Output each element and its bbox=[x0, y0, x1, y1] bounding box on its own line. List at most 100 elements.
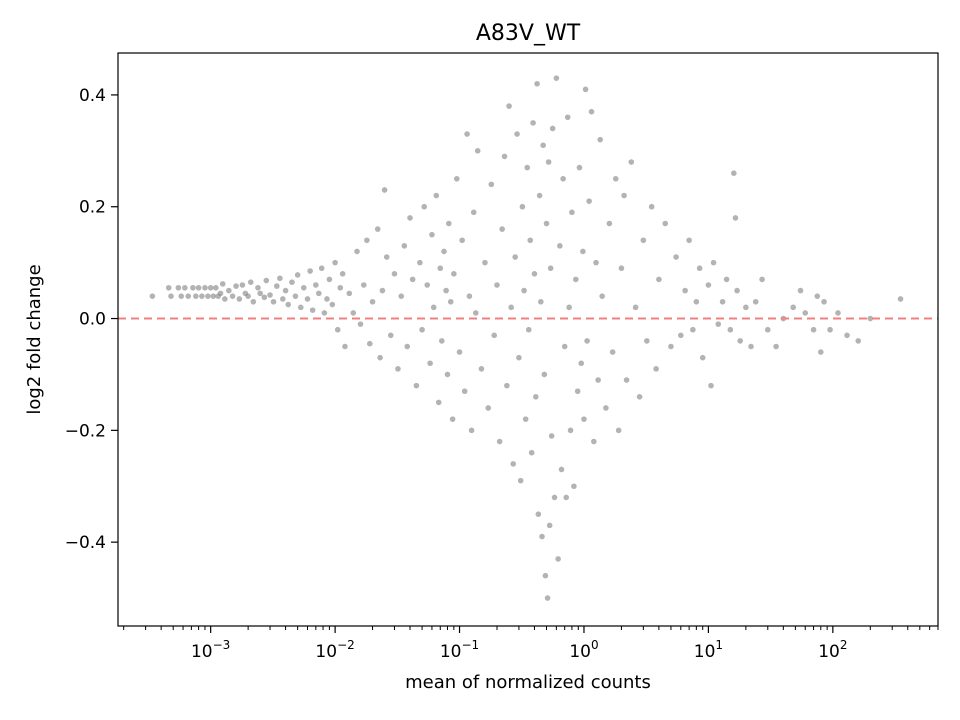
data-point bbox=[178, 293, 185, 299]
data-point bbox=[190, 284, 196, 291]
data-point bbox=[168, 293, 174, 299]
data-point bbox=[485, 405, 492, 411]
data-point bbox=[398, 293, 405, 299]
data-point bbox=[226, 287, 232, 294]
data-point bbox=[543, 220, 550, 227]
data-point bbox=[541, 371, 548, 378]
data-point bbox=[571, 483, 577, 490]
data-point bbox=[673, 254, 679, 260]
data-point bbox=[699, 354, 706, 361]
data-point bbox=[527, 237, 534, 244]
data-point bbox=[277, 275, 283, 282]
data-point bbox=[561, 343, 568, 350]
data-point bbox=[357, 321, 364, 327]
data-point bbox=[569, 209, 575, 216]
data-point bbox=[395, 366, 401, 372]
y-tick-label: 0.2 bbox=[79, 198, 106, 218]
data-point bbox=[549, 125, 556, 132]
data-point bbox=[379, 287, 386, 294]
data-point bbox=[508, 304, 514, 311]
data-point bbox=[615, 427, 622, 434]
data-point bbox=[719, 298, 726, 305]
data-point bbox=[606, 220, 613, 227]
x-tick-label: 102 bbox=[818, 638, 847, 662]
data-point bbox=[576, 164, 583, 171]
data-point bbox=[536, 192, 543, 199]
data-point bbox=[451, 271, 457, 277]
data-point bbox=[531, 271, 538, 277]
data-point bbox=[219, 281, 226, 287]
data-point bbox=[478, 366, 485, 372]
data-point bbox=[419, 326, 425, 333]
data-point bbox=[539, 533, 545, 540]
data-point bbox=[430, 304, 437, 311]
data-point bbox=[752, 298, 759, 305]
data-point bbox=[867, 315, 874, 322]
y-axis: 0.4 0.2 0.0 −0.2 −0.4 bbox=[65, 86, 118, 553]
data-point bbox=[835, 310, 841, 316]
data-point bbox=[316, 290, 322, 297]
data-point bbox=[551, 494, 558, 501]
data-point bbox=[441, 248, 447, 255]
data-point bbox=[413, 382, 420, 389]
data-point bbox=[270, 298, 277, 305]
data-point bbox=[731, 170, 737, 176]
data-point bbox=[790, 304, 796, 311]
data-point bbox=[321, 310, 328, 316]
data-point bbox=[383, 254, 390, 260]
data-point bbox=[557, 243, 563, 249]
data-point bbox=[346, 290, 353, 297]
data-point bbox=[535, 511, 542, 517]
data-point bbox=[245, 293, 251, 299]
data-point bbox=[510, 461, 517, 467]
data-point bbox=[369, 298, 376, 305]
data-point bbox=[421, 203, 428, 210]
data-point bbox=[424, 282, 431, 288]
data-point bbox=[438, 338, 445, 344]
data-point bbox=[391, 271, 398, 277]
data-point bbox=[461, 388, 468, 395]
data-point bbox=[810, 326, 817, 333]
data-point bbox=[519, 203, 526, 210]
chart-title: A83V_WT bbox=[476, 21, 581, 46]
data-point bbox=[573, 276, 579, 283]
data-point bbox=[255, 284, 261, 291]
data-point bbox=[743, 304, 749, 311]
x-axis: 10−3 10−2 10−1 100 101 102 bbox=[123, 626, 939, 662]
data-point bbox=[773, 343, 779, 350]
data-point bbox=[304, 296, 311, 302]
data-point bbox=[494, 282, 500, 288]
data-point bbox=[603, 405, 609, 411]
data-point bbox=[540, 142, 546, 149]
data-point bbox=[621, 192, 627, 199]
data-point bbox=[233, 283, 239, 289]
data-point bbox=[453, 175, 460, 182]
data-point bbox=[236, 296, 243, 302]
data-point bbox=[648, 203, 655, 210]
data-point bbox=[318, 265, 325, 272]
data-point bbox=[591, 438, 597, 445]
data-point bbox=[581, 416, 587, 422]
data-point bbox=[409, 276, 416, 283]
data-point bbox=[586, 198, 592, 204]
data-point bbox=[435, 399, 442, 406]
data-point bbox=[623, 377, 630, 383]
data-point bbox=[263, 277, 270, 284]
data-point bbox=[653, 366, 659, 372]
data-point bbox=[814, 293, 821, 299]
data-point bbox=[727, 326, 734, 333]
data-point bbox=[165, 284, 172, 291]
data-point bbox=[334, 326, 341, 333]
data-point bbox=[560, 175, 566, 182]
y-tick-label: 0.4 bbox=[79, 86, 106, 106]
data-point bbox=[199, 293, 205, 299]
data-point bbox=[202, 284, 208, 291]
data-point bbox=[449, 416, 456, 422]
data-point bbox=[612, 175, 619, 182]
data-point bbox=[564, 114, 571, 121]
data-point bbox=[696, 265, 703, 272]
data-point bbox=[360, 282, 367, 288]
data-point bbox=[802, 310, 809, 316]
data-point bbox=[466, 293, 473, 299]
data-point bbox=[267, 292, 273, 298]
